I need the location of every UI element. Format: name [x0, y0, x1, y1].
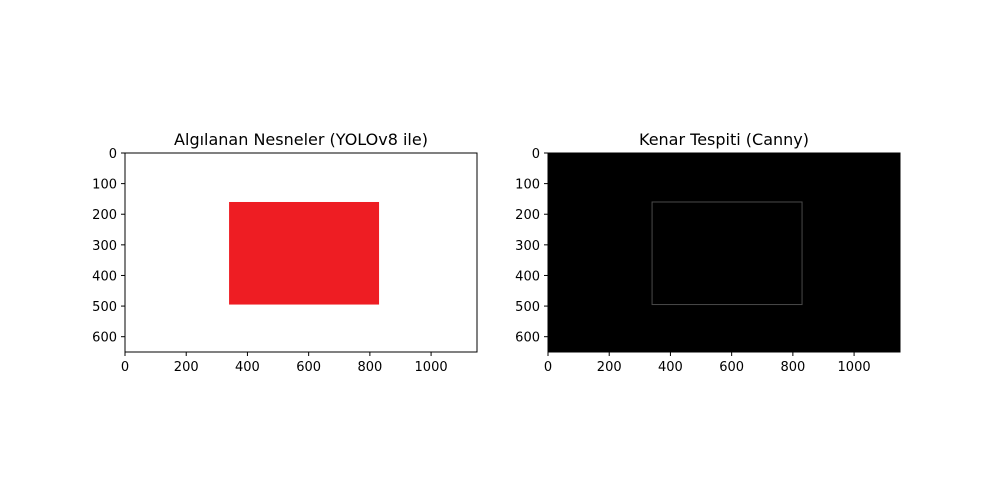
image-background	[548, 153, 900, 352]
x-tick-label: 800	[780, 360, 805, 375]
x-tick-label: 0	[121, 360, 129, 375]
x-tick-label: 200	[597, 360, 622, 375]
y-tick-label: 300	[92, 239, 117, 254]
detected-object-box	[229, 201, 380, 305]
x-tick-label: 800	[357, 360, 382, 375]
y-tick-label: 500	[92, 300, 117, 315]
y-tick-label: 0	[109, 147, 117, 162]
chart-title: Kenar Tespiti (Canny)	[639, 130, 809, 149]
x-tick-label: 1000	[838, 360, 871, 375]
x-tick-label: 600	[296, 360, 321, 375]
y-tick-label: 100	[515, 178, 540, 193]
axes-frame	[124, 152, 478, 353]
y-tick-label: 400	[515, 269, 540, 284]
y-tick-label: 400	[92, 269, 117, 284]
y-tick-label: 100	[92, 178, 117, 193]
y-tick-label: 600	[92, 331, 117, 346]
edge-outline	[651, 201, 803, 306]
y-tick-label: 200	[92, 208, 117, 223]
x-tick-label: 400	[235, 360, 260, 375]
y-tick-label: 600	[515, 331, 540, 346]
y-tick-label: 500	[515, 300, 540, 315]
x-tick-label: 1000	[415, 360, 448, 375]
y-tick-label: 0	[532, 147, 540, 162]
panel-edge-detection: Kenar Tespiti (Canny) 0 200 400 600 800 1000 0 1…	[515, 130, 901, 375]
y-tick-label: 200	[515, 208, 540, 223]
x-tick-label: 400	[658, 360, 683, 375]
axes-frame	[547, 152, 901, 353]
panel-detected-objects: Algılanan Nesneler (YOLOv8 ile) 0 200 400 60…	[92, 130, 478, 375]
chart-title: Algılanan Nesneler (YOLOv8 ile)	[174, 130, 428, 149]
x-tick-label: 200	[174, 360, 199, 375]
y-tick-label: 300	[515, 239, 540, 254]
x-tick-label: 0	[544, 360, 552, 375]
x-tick-label: 600	[719, 360, 744, 375]
